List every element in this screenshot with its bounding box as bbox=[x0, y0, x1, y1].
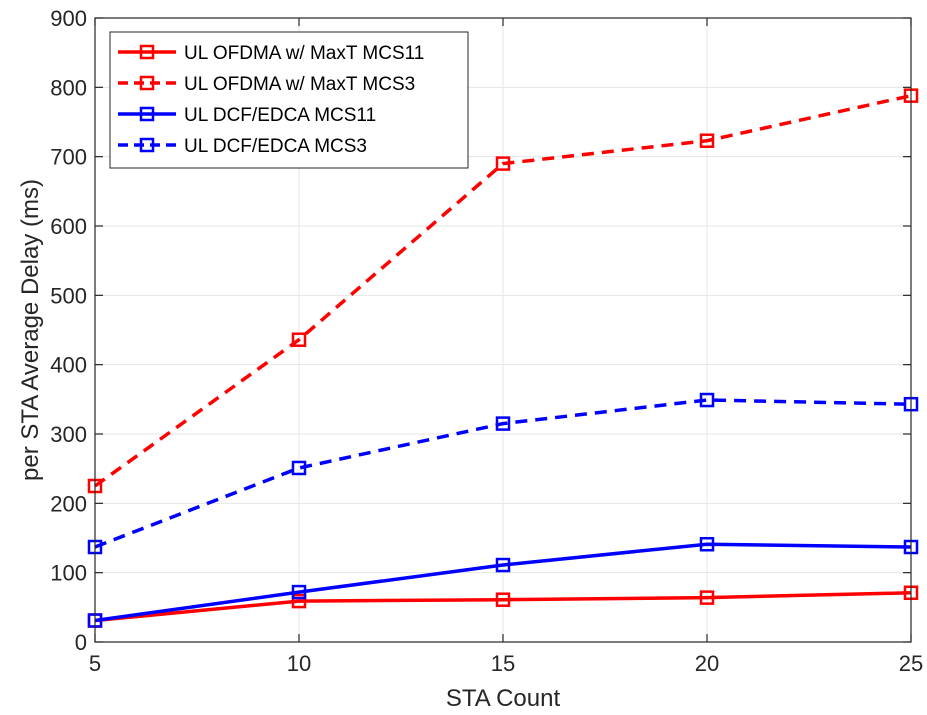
legend-marker bbox=[139, 106, 155, 122]
data-point-marker bbox=[495, 592, 511, 607]
data-point-marker bbox=[699, 536, 715, 552]
legend-label: UL DCF/EDCA MCS3 bbox=[184, 136, 367, 157]
y-tick-label: 900 bbox=[50, 6, 87, 31]
x-tick-label: 20 bbox=[695, 651, 719, 676]
series-line bbox=[94, 398, 912, 549]
data-point-marker bbox=[291, 460, 307, 476]
data-point-marker bbox=[291, 593, 307, 609]
series-line bbox=[93, 93, 912, 488]
legend-label: UL OFDMA w/ MaxT MCS11 bbox=[184, 43, 424, 64]
x-tick-label: 15 bbox=[491, 651, 515, 676]
y-axis-label: per STA Average Delay (ms) bbox=[17, 179, 44, 481]
legend-marker bbox=[139, 137, 155, 153]
x-axis-label: STA Count bbox=[446, 685, 561, 712]
data-point-marker bbox=[495, 416, 511, 431]
y-tick-label: 700 bbox=[50, 145, 87, 170]
data-point-marker bbox=[699, 133, 715, 148]
x-tick-label: 25 bbox=[899, 651, 923, 676]
y-tick-label: 0 bbox=[75, 630, 87, 655]
x-tick-label: 10 bbox=[287, 651, 311, 676]
series-group bbox=[87, 88, 919, 628]
y-tick-label: 800 bbox=[50, 75, 87, 100]
legend-label: UL DCF/EDCA MCS11 bbox=[184, 105, 376, 126]
legend: UL OFDMA w/ MaxT MCS11 UL OFDMA w/ MaxT M… bbox=[109, 31, 469, 169]
tick-marks bbox=[94, 17, 912, 643]
data-point-marker bbox=[495, 557, 511, 573]
legend-label: UL OFDMA w/ MaxT MCS3 bbox=[184, 74, 415, 95]
x-tick-label: 5 bbox=[89, 651, 101, 676]
legend-marker bbox=[139, 44, 155, 60]
y-tick-label: 100 bbox=[50, 561, 87, 586]
tick-labels: 5 10 15 20 25 0 100 200 300 400 500 600 700 800 900 bbox=[50, 6, 923, 676]
data-point-marker bbox=[495, 156, 511, 171]
y-tick-label: 500 bbox=[50, 283, 87, 308]
series-line bbox=[94, 591, 912, 623]
y-tick-label: 200 bbox=[50, 491, 87, 516]
y-tick-label: 400 bbox=[50, 353, 87, 378]
y-tick-label: 300 bbox=[50, 422, 87, 447]
series-3 bbox=[87, 392, 919, 555]
data-point-marker bbox=[699, 392, 715, 408]
series-line bbox=[94, 542, 912, 623]
data-point-marker bbox=[699, 590, 715, 605]
data-point-marker bbox=[291, 584, 307, 600]
legend-marker bbox=[139, 75, 155, 91]
data-point-marker bbox=[291, 332, 307, 347]
y-tick-label: 600 bbox=[50, 214, 87, 239]
